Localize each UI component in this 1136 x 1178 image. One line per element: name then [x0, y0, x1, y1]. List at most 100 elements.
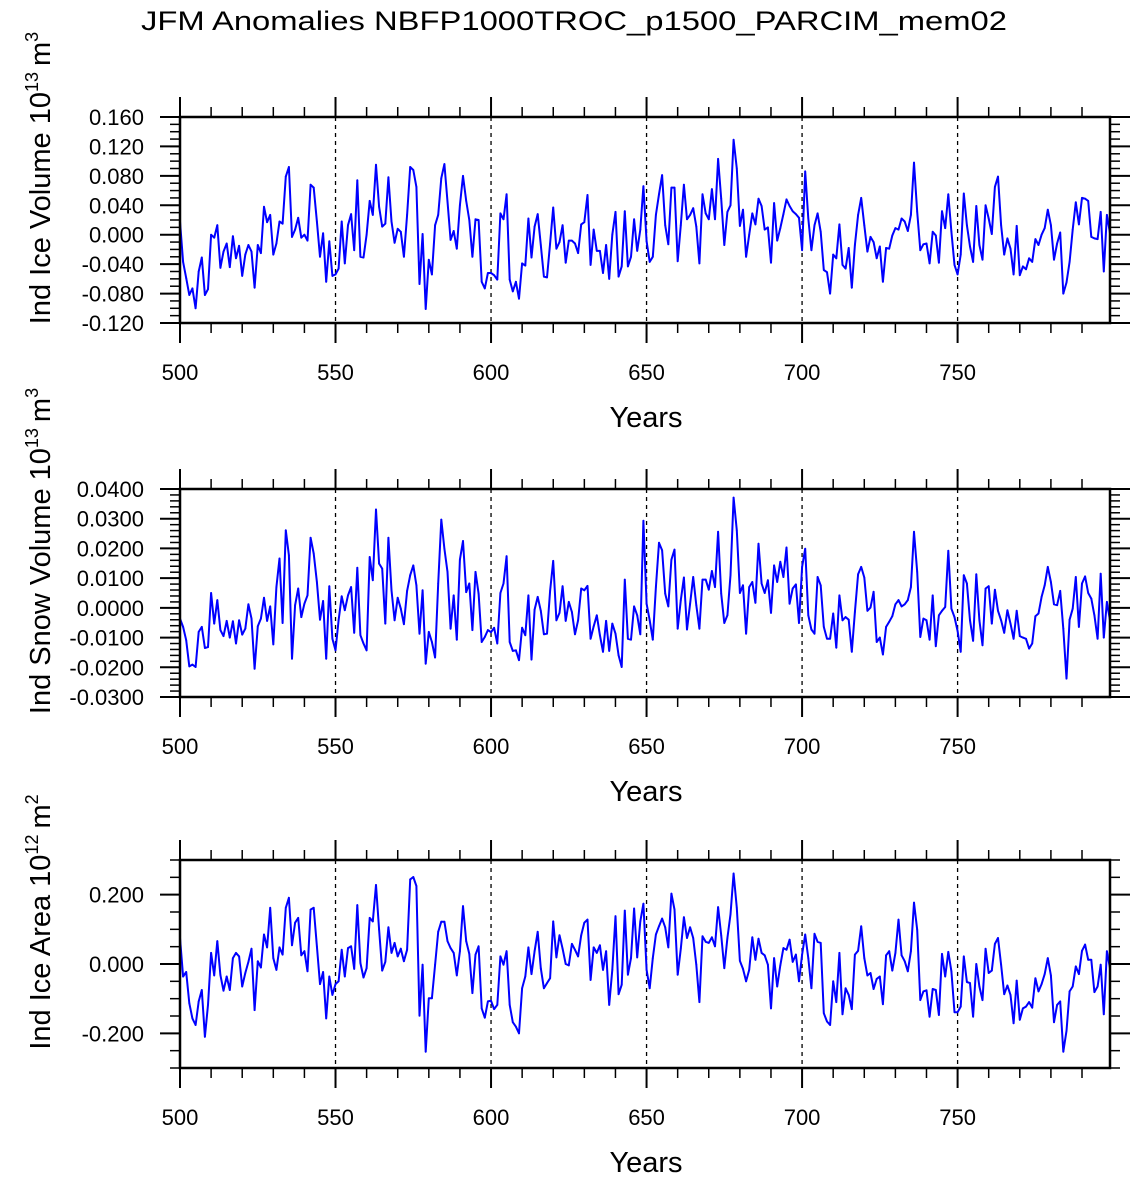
data-point — [256, 625, 259, 628]
data-point — [1028, 647, 1031, 650]
y-axis-label-unit-power: 2 — [22, 794, 42, 804]
data-point — [418, 632, 421, 635]
data-point — [266, 946, 268, 949]
data-point — [661, 549, 664, 552]
data-point — [231, 235, 234, 238]
data-point — [561, 585, 564, 588]
data-point — [222, 989, 225, 992]
data-point — [686, 218, 688, 221]
data-point — [704, 578, 707, 581]
data-point — [219, 266, 222, 269]
data-point — [738, 224, 741, 227]
y-tick-label: 0.040 — [89, 193, 144, 218]
y-tick-label: -0.120 — [82, 311, 144, 336]
data-point — [913, 161, 915, 164]
data-point — [798, 216, 800, 219]
data-point — [487, 629, 489, 632]
data-point — [894, 952, 897, 954]
data-point — [315, 581, 318, 583]
data-point — [751, 936, 754, 939]
data-point — [353, 631, 356, 634]
y-axis-label-exponent: 13 — [22, 72, 42, 92]
data-point — [552, 920, 555, 923]
data-point — [368, 916, 371, 919]
data-point — [427, 997, 430, 1000]
data-point — [409, 166, 412, 168]
data-point — [941, 953, 943, 955]
data-point — [334, 649, 337, 652]
x-tick-label: 550 — [317, 360, 354, 385]
data-point — [651, 957, 654, 960]
data-point — [210, 592, 213, 594]
data-point — [704, 940, 707, 943]
data-point — [353, 967, 356, 970]
data-point — [555, 619, 558, 622]
data-point — [539, 609, 542, 612]
data-point — [1056, 604, 1059, 607]
data-points — [179, 872, 1111, 1053]
data-point — [291, 657, 293, 660]
data-point — [508, 1004, 511, 1006]
data-point — [925, 619, 928, 622]
data-point — [434, 963, 436, 966]
data-point — [216, 224, 219, 227]
data-point — [1000, 963, 1003, 966]
data-point — [253, 667, 256, 670]
data-point — [577, 619, 580, 622]
data-point — [558, 934, 561, 937]
data-point — [608, 1004, 611, 1006]
data-point — [689, 213, 692, 216]
x-tick-label: 600 — [473, 1105, 510, 1130]
data-point — [1012, 273, 1015, 276]
data-point — [972, 261, 975, 263]
data-point — [322, 232, 324, 235]
data-point — [1068, 261, 1071, 263]
data-point — [903, 603, 906, 606]
data-point — [878, 636, 881, 639]
data-point — [210, 233, 213, 236]
data-point — [359, 962, 362, 964]
data-point — [710, 188, 713, 191]
data-point — [253, 1009, 256, 1012]
data-point — [1006, 237, 1009, 240]
data-point — [527, 946, 530, 949]
data-point — [300, 616, 303, 618]
data-point — [751, 581, 754, 583]
data-point — [284, 906, 287, 909]
data-point — [1025, 268, 1027, 271]
data-point — [574, 633, 576, 636]
data-point — [459, 558, 461, 561]
data-point — [751, 212, 754, 215]
data-point — [882, 1003, 884, 1006]
data-point — [738, 959, 741, 962]
data-point — [549, 242, 552, 245]
data-point — [770, 612, 772, 614]
data-point — [390, 952, 393, 954]
data-point — [1062, 1050, 1065, 1053]
data-point — [670, 558, 673, 561]
data-point — [1077, 223, 1080, 226]
data-point — [331, 275, 334, 277]
data-point — [1006, 609, 1009, 612]
data-point — [614, 211, 617, 213]
data-point — [487, 272, 489, 274]
data-point — [798, 622, 800, 624]
data-point — [1059, 590, 1062, 592]
data-point — [266, 620, 268, 622]
panel-2: -0.0300 -0.0200 -0.0100 0.0000 0.0100 0.0200 0… — [22, 388, 1130, 808]
data-point — [536, 213, 539, 216]
data-point — [1084, 197, 1087, 200]
data-point — [527, 217, 530, 220]
data-point — [287, 896, 290, 899]
data-point — [773, 564, 775, 567]
data-point — [421, 963, 424, 966]
data-point — [1025, 637, 1027, 640]
data-point — [1043, 227, 1046, 229]
data-point — [203, 647, 206, 649]
data-point — [841, 263, 844, 266]
data-point — [487, 1000, 489, 1003]
data-point — [626, 637, 629, 640]
data-point — [819, 230, 822, 233]
data-point — [1096, 238, 1099, 241]
data-point — [614, 632, 617, 635]
